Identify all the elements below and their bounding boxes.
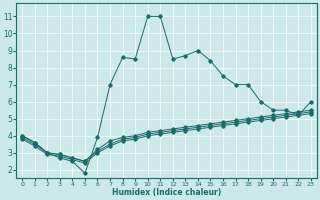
- X-axis label: Humidex (Indice chaleur): Humidex (Indice chaleur): [112, 188, 221, 197]
